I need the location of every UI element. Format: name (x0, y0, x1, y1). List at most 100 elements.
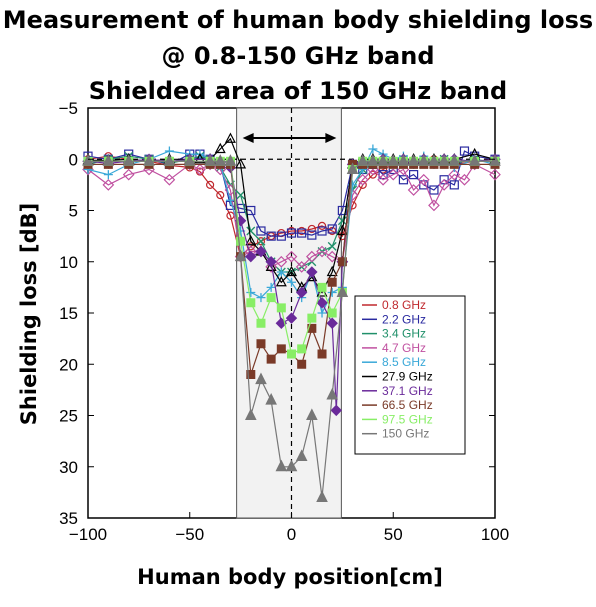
data-point (285, 459, 298, 472)
data-point (407, 154, 420, 166)
data-point (489, 154, 501, 166)
y-tick-label: 30 (59, 458, 78, 477)
data-point (327, 224, 337, 234)
data-point (285, 312, 298, 324)
data-point (297, 228, 307, 238)
data-point (438, 179, 450, 191)
data-point (256, 237, 266, 246)
data-point (286, 265, 297, 277)
data-point (326, 265, 338, 277)
data-point (266, 282, 276, 292)
data-point (287, 277, 296, 287)
legend-entry-label: 150 GHz (382, 427, 429, 441)
data-point (214, 142, 226, 154)
data-point (102, 154, 115, 166)
data-point (234, 249, 247, 262)
data-point (336, 224, 348, 236)
data-point (214, 154, 227, 166)
data-point (265, 256, 277, 268)
data-point (368, 170, 377, 179)
x-tick-label: −50 (175, 525, 204, 544)
y-tick-label: 0 (69, 150, 78, 169)
data-point (275, 275, 287, 287)
data-point (246, 298, 256, 308)
data-point (327, 288, 337, 297)
data-point (306, 250, 318, 263)
data-point (327, 241, 337, 251)
x-tick-label: 0 (287, 525, 296, 544)
data-point (256, 318, 266, 328)
legend-entry-label: 66.5 GHz (382, 398, 433, 412)
data-point (337, 216, 347, 226)
data-point (224, 154, 237, 166)
data-point (356, 173, 369, 186)
data-point (337, 257, 347, 267)
data-point (489, 168, 501, 181)
data-point (317, 349, 327, 359)
data-point (295, 286, 308, 299)
data-point (316, 245, 328, 258)
legend-entry-label: 3.4 GHz (382, 327, 426, 341)
data-point (194, 163, 206, 176)
data-point (246, 226, 256, 236)
legend-entry-label: 8.5 GHz (382, 355, 426, 369)
data-point (285, 250, 298, 263)
data-point (317, 308, 327, 318)
data-point (378, 170, 388, 180)
data-point (287, 349, 296, 359)
data-point (286, 228, 297, 238)
data-point (307, 224, 316, 234)
data-point (266, 354, 276, 364)
data-point (297, 359, 307, 369)
data-point (326, 250, 339, 263)
data-point (224, 132, 236, 143)
data-point (276, 303, 286, 313)
data-point (368, 144, 378, 154)
legend-entry-label: 27.9 GHz (382, 370, 433, 384)
reference-lines-layer (88, 108, 495, 518)
x-tick-label: 100 (481, 525, 509, 544)
data-point (409, 170, 419, 180)
y-tick-label: 35 (59, 509, 78, 528)
data-point (377, 154, 389, 166)
data-point (245, 250, 257, 263)
data-point (317, 226, 327, 236)
data-point (330, 404, 342, 417)
y-tick-label: 10 (59, 253, 78, 272)
data-point (417, 173, 430, 186)
data-point (235, 158, 247, 169)
data-point (307, 313, 317, 323)
data-point (244, 408, 257, 420)
data-point (327, 308, 337, 318)
chart-title-line-1: Measurement of human body shielding loss (2, 6, 594, 34)
data-point (246, 370, 256, 379)
data-point (316, 490, 328, 502)
data-point (246, 288, 256, 297)
data-point (194, 152, 206, 164)
series-150-ghz (82, 154, 501, 502)
data-point (297, 344, 307, 354)
y-tick-label: 20 (59, 355, 78, 374)
data-point (122, 168, 135, 181)
data-point (82, 154, 94, 166)
data-point (316, 297, 328, 309)
data-point (428, 154, 440, 166)
data-point (448, 168, 461, 181)
data-point (306, 408, 318, 420)
data-point (236, 190, 246, 200)
data-point (103, 170, 113, 180)
data-point (102, 179, 115, 191)
data-point (295, 449, 308, 461)
series-layer (82, 132, 501, 502)
data-point (276, 231, 286, 241)
data-point (225, 195, 235, 205)
x-tick-label: 50 (384, 525, 403, 544)
data-point (317, 221, 327, 230)
data-point (407, 184, 420, 196)
data-point (256, 293, 266, 303)
data-point (326, 387, 339, 400)
data-point (367, 154, 379, 166)
